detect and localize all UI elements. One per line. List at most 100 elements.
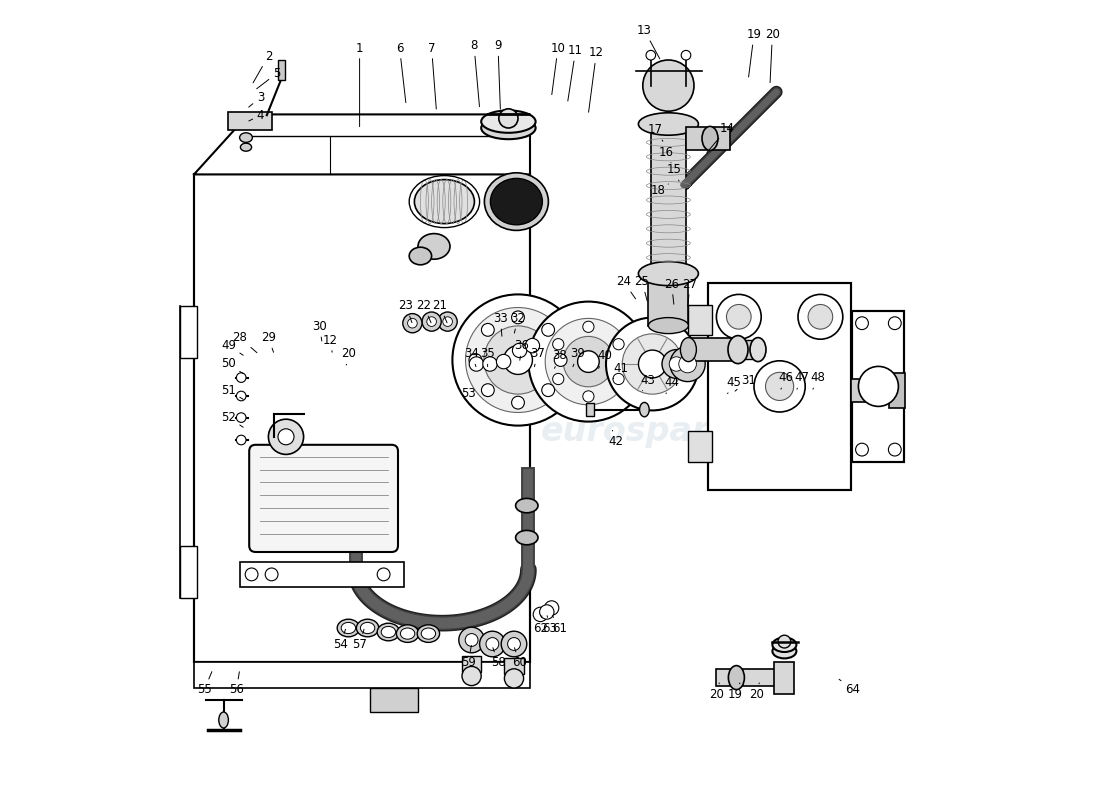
Text: eurospares: eurospares: [260, 287, 488, 321]
Text: 56: 56: [229, 672, 244, 696]
Ellipse shape: [396, 625, 419, 642]
Text: 21: 21: [432, 299, 447, 322]
Text: 50: 50: [221, 358, 243, 374]
Circle shape: [546, 318, 631, 405]
Text: 38: 38: [552, 350, 567, 368]
Ellipse shape: [344, 530, 366, 545]
Ellipse shape: [382, 626, 396, 638]
Bar: [648, 271, 689, 326]
Bar: [708, 283, 850, 490]
Ellipse shape: [516, 498, 538, 513]
Circle shape: [498, 109, 518, 128]
Text: 17: 17: [648, 123, 663, 142]
Text: 9: 9: [494, 39, 502, 109]
Text: 7: 7: [428, 42, 437, 109]
Circle shape: [583, 321, 594, 333]
Circle shape: [502, 631, 527, 657]
Bar: [689, 338, 738, 361]
Circle shape: [578, 350, 600, 372]
Text: 2: 2: [253, 50, 272, 82]
Circle shape: [236, 373, 246, 382]
Text: 57: 57: [352, 630, 367, 650]
Text: 19: 19: [747, 28, 761, 77]
Circle shape: [552, 338, 564, 350]
Circle shape: [808, 305, 833, 329]
Circle shape: [528, 302, 648, 422]
Text: 8: 8: [471, 39, 480, 106]
Circle shape: [525, 338, 540, 353]
Bar: [586, 403, 594, 416]
Circle shape: [408, 318, 417, 328]
Bar: [278, 60, 285, 80]
Text: 48: 48: [811, 371, 825, 389]
Text: 42: 42: [608, 430, 623, 448]
Ellipse shape: [702, 126, 718, 150]
Circle shape: [662, 350, 691, 378]
Circle shape: [754, 361, 805, 412]
Text: 24: 24: [616, 275, 636, 299]
Circle shape: [679, 355, 696, 373]
Circle shape: [507, 638, 520, 650]
Circle shape: [716, 294, 761, 339]
Text: 14: 14: [707, 122, 735, 153]
Ellipse shape: [638, 262, 698, 286]
Circle shape: [265, 568, 278, 581]
Text: 34: 34: [464, 347, 478, 366]
Text: 37: 37: [530, 347, 546, 366]
Text: 43: 43: [640, 374, 654, 390]
Text: 12: 12: [588, 46, 604, 112]
Bar: [889, 373, 905, 408]
Circle shape: [856, 443, 868, 456]
Text: 46: 46: [779, 371, 793, 389]
Ellipse shape: [415, 180, 474, 223]
Circle shape: [623, 334, 683, 394]
Bar: [651, 124, 686, 274]
Circle shape: [469, 354, 482, 366]
Text: 26: 26: [664, 278, 679, 304]
Text: 3: 3: [249, 91, 264, 107]
Circle shape: [462, 666, 481, 686]
Ellipse shape: [639, 402, 649, 417]
Text: 51: 51: [221, 384, 243, 399]
Text: 47: 47: [794, 371, 810, 389]
Bar: [179, 546, 197, 598]
Circle shape: [583, 390, 594, 402]
Text: 20: 20: [749, 683, 763, 701]
Bar: [194, 174, 530, 662]
Text: 49: 49: [221, 339, 243, 355]
Circle shape: [236, 391, 246, 401]
Text: 19: 19: [728, 683, 744, 701]
Circle shape: [465, 634, 478, 646]
Circle shape: [554, 354, 566, 366]
Circle shape: [889, 317, 901, 330]
Circle shape: [540, 605, 554, 619]
Circle shape: [268, 419, 304, 454]
Circle shape: [669, 357, 683, 371]
Ellipse shape: [772, 638, 796, 652]
Text: 60: 60: [513, 648, 527, 669]
Bar: [194, 174, 530, 662]
Text: 41: 41: [613, 362, 628, 379]
Circle shape: [542, 323, 554, 336]
Bar: [240, 562, 404, 587]
Circle shape: [504, 346, 532, 374]
Bar: [462, 656, 481, 672]
Ellipse shape: [772, 644, 796, 658]
Text: 13: 13: [637, 24, 660, 58]
Text: 15: 15: [667, 163, 681, 181]
FancyBboxPatch shape: [250, 445, 398, 552]
Ellipse shape: [418, 234, 450, 259]
Bar: [229, 112, 273, 130]
Ellipse shape: [377, 623, 399, 641]
Circle shape: [856, 317, 868, 330]
Ellipse shape: [681, 338, 696, 362]
Circle shape: [766, 372, 794, 401]
Circle shape: [613, 338, 624, 350]
Circle shape: [638, 350, 667, 378]
Circle shape: [377, 568, 390, 581]
Text: eurospares: eurospares: [540, 415, 751, 449]
Ellipse shape: [361, 622, 375, 634]
Bar: [179, 306, 197, 358]
Circle shape: [670, 346, 705, 382]
Text: 36: 36: [515, 339, 529, 360]
